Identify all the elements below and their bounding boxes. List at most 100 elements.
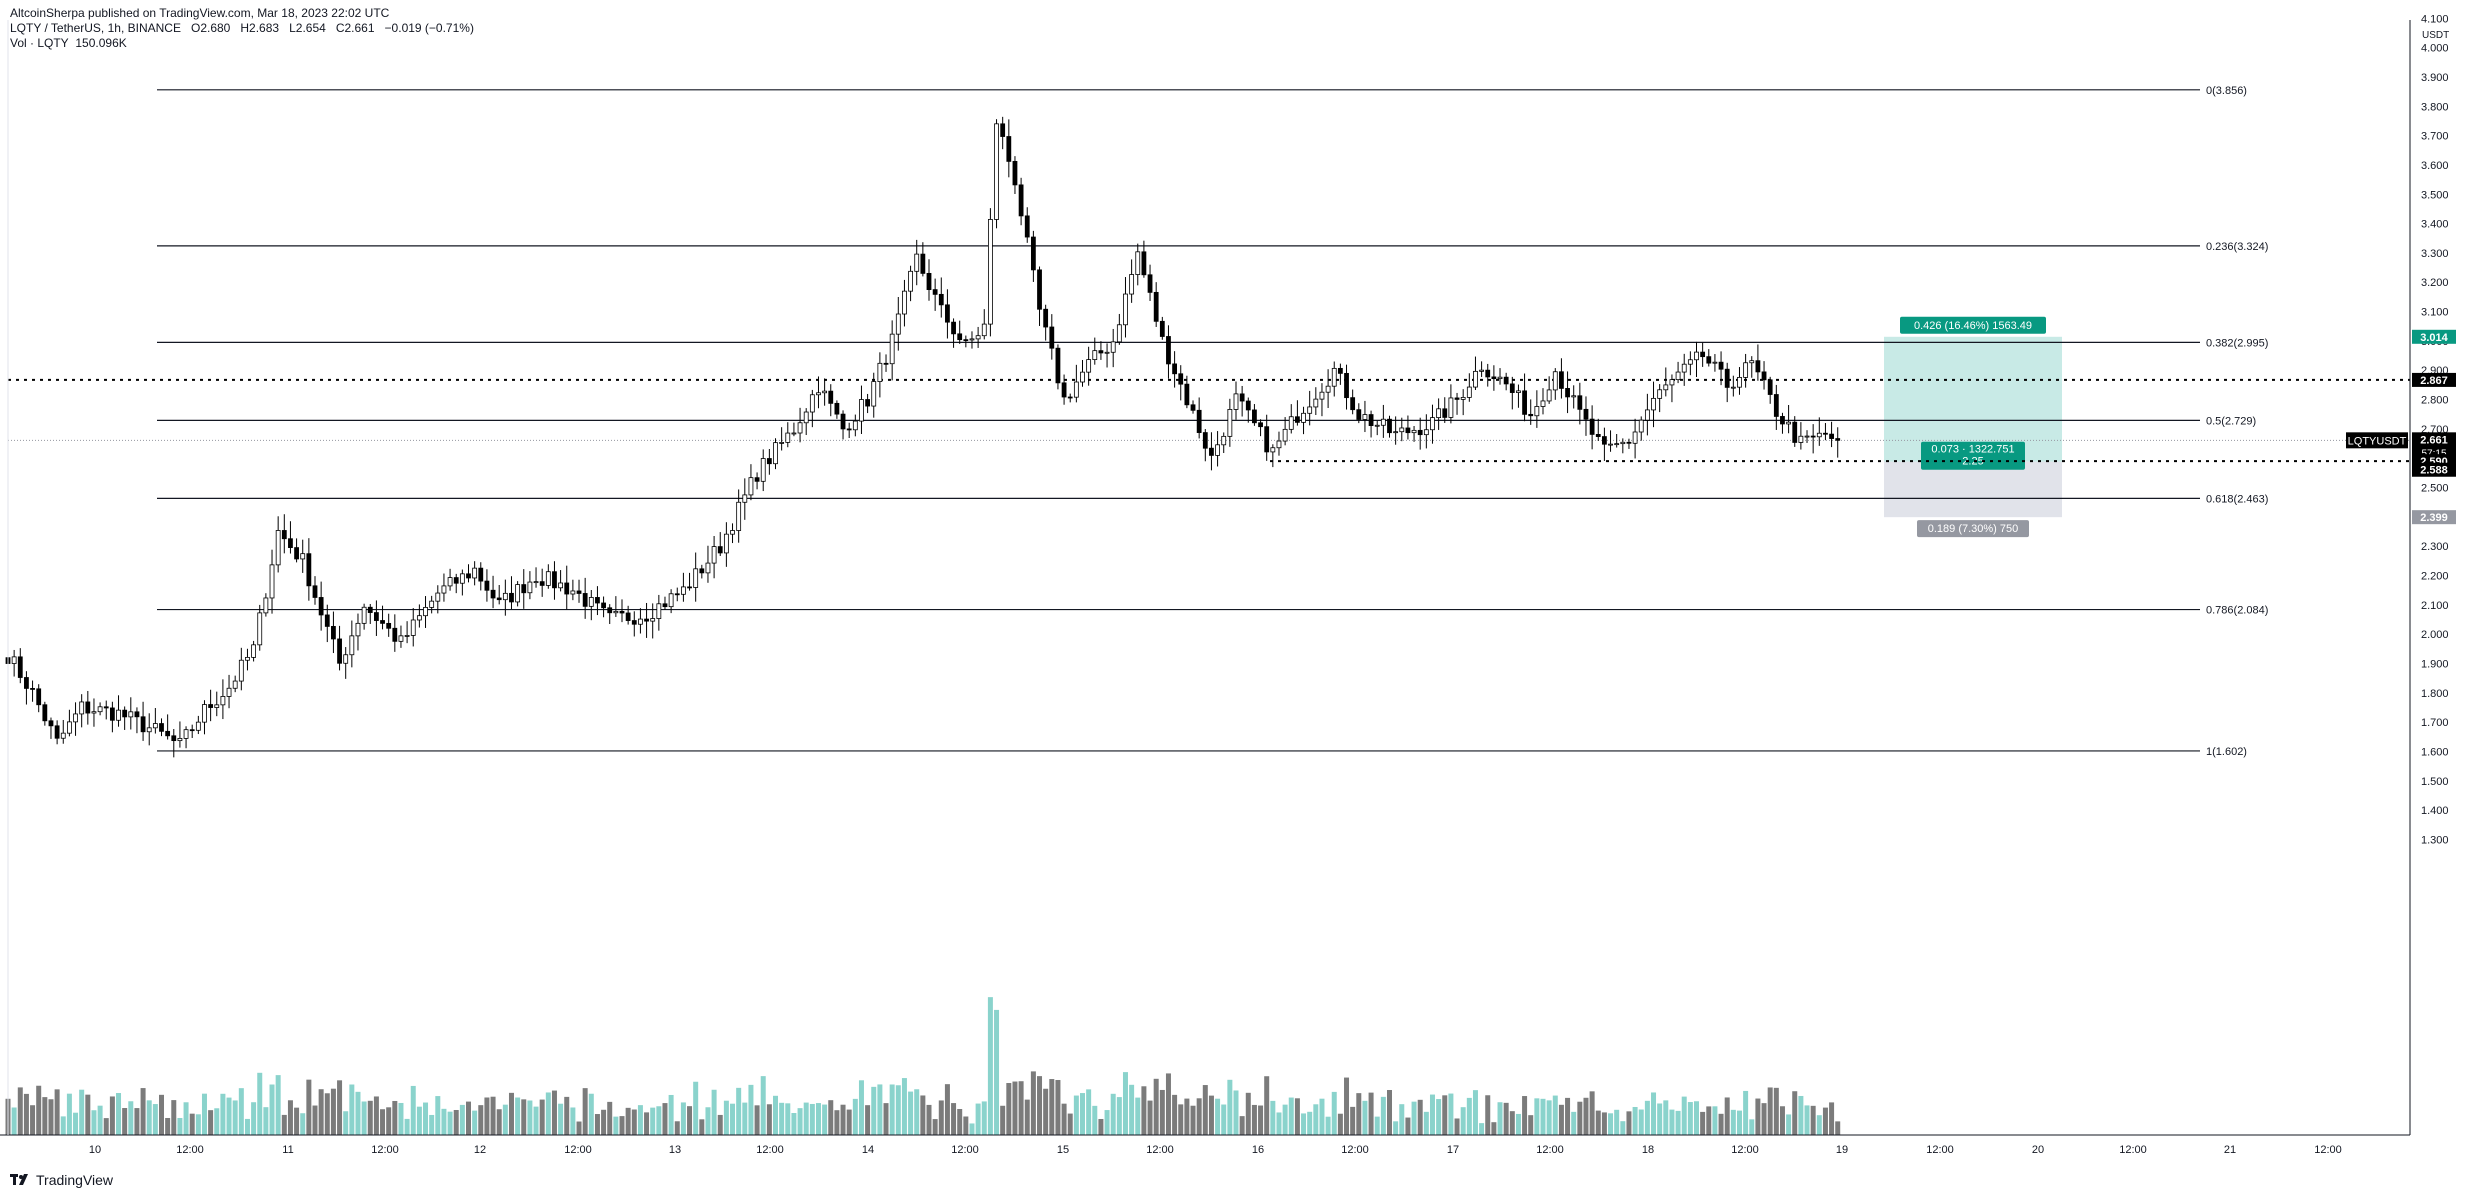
price-tick-label: 1.900 bbox=[2421, 659, 2449, 671]
candle-body bbox=[109, 707, 115, 721]
volume-bar bbox=[717, 1114, 723, 1135]
position-tool[interactable]: 0.426 (16.46%) 1563.49 0.073 · 1322.7512.… bbox=[1884, 316, 2062, 538]
volume-bar bbox=[963, 1116, 969, 1135]
time-tick-label: 12:00 bbox=[1731, 1144, 1759, 1156]
volume-bar bbox=[1122, 1072, 1128, 1135]
candle-body bbox=[957, 333, 963, 341]
candle-body bbox=[797, 422, 803, 434]
candle-body bbox=[1706, 356, 1712, 364]
volume-bar bbox=[73, 1112, 79, 1135]
price-tick-label: 2.200 bbox=[2421, 571, 2449, 583]
candle-body bbox=[1172, 363, 1177, 375]
low-label: L bbox=[289, 21, 296, 35]
volume-bar bbox=[1184, 1098, 1190, 1135]
volume-bar bbox=[1779, 1106, 1785, 1135]
candle-body bbox=[502, 592, 508, 601]
volume-bar bbox=[773, 1095, 778, 1135]
candle-body bbox=[1301, 412, 1306, 423]
candle-body bbox=[435, 592, 441, 602]
candle-body bbox=[208, 704, 214, 708]
volume-bar bbox=[398, 1102, 404, 1135]
volume-bar bbox=[987, 997, 993, 1135]
candle-body bbox=[1761, 371, 1767, 381]
candle-body bbox=[1608, 443, 1613, 446]
volume-bar bbox=[1583, 1097, 1589, 1135]
candle-body bbox=[1166, 336, 1171, 365]
volume-bar bbox=[1399, 1104, 1405, 1135]
close-value: 2.661 bbox=[344, 21, 375, 35]
candle-body bbox=[17, 656, 23, 678]
volume-bar bbox=[1073, 1095, 1079, 1135]
volume-bar bbox=[1608, 1113, 1614, 1135]
candle-body bbox=[687, 586, 692, 589]
fib-label: 1(1.602) bbox=[2206, 746, 2247, 758]
volume-bar bbox=[1037, 1076, 1043, 1135]
candle-body bbox=[619, 610, 625, 614]
tradingview-brand[interactable]: TradingView bbox=[10, 1172, 113, 1188]
candle-body bbox=[300, 553, 306, 560]
horizontal-lines[interactable] bbox=[8, 378, 2410, 463]
volume-bar bbox=[1442, 1095, 1448, 1135]
volume-bar bbox=[226, 1097, 232, 1135]
volume-bar bbox=[1822, 1107, 1828, 1135]
volume-bar bbox=[1724, 1097, 1730, 1135]
candle-body bbox=[361, 606, 367, 624]
candle-body bbox=[140, 716, 146, 733]
volume-bar bbox=[208, 1110, 214, 1135]
candle-body bbox=[1270, 447, 1276, 453]
time-tick-label: 18 bbox=[1642, 1144, 1654, 1156]
axes: USDT 4.100 4.000 3.900 3.800 3.700 3.600 3.500 3… bbox=[0, 13, 2449, 1156]
volume-bar bbox=[79, 1089, 85, 1135]
price-tick-label: 2.000 bbox=[2421, 629, 2449, 641]
candle-body bbox=[1448, 397, 1454, 418]
volume-bar bbox=[1319, 1098, 1325, 1135]
volume-bar bbox=[1172, 1094, 1178, 1135]
candle-body bbox=[564, 582, 570, 595]
volume-bar bbox=[1350, 1106, 1356, 1135]
volume-bar bbox=[367, 1100, 373, 1135]
volume-bar bbox=[1565, 1097, 1571, 1135]
volume-bar bbox=[1129, 1084, 1135, 1135]
volume-bar bbox=[459, 1104, 465, 1135]
candle-body bbox=[183, 729, 189, 739]
volume-bar bbox=[1810, 1105, 1816, 1135]
price-axis-unit: USDT bbox=[2422, 30, 2449, 41]
candle-body bbox=[1681, 363, 1687, 373]
volume-bar bbox=[251, 1102, 257, 1135]
volume-bar bbox=[736, 1087, 742, 1135]
candle-body bbox=[1663, 384, 1669, 391]
candle-body bbox=[736, 501, 742, 531]
candle-body bbox=[1497, 376, 1503, 380]
candle-body bbox=[895, 313, 901, 335]
volume-label[interactable]: Vol · LQTY bbox=[10, 36, 69, 50]
volume-bar bbox=[1669, 1109, 1675, 1135]
candle-body bbox=[312, 585, 318, 598]
candle-body bbox=[1516, 390, 1521, 393]
candle-body bbox=[1823, 432, 1828, 435]
volume-bar bbox=[1755, 1098, 1761, 1135]
candle-body bbox=[122, 709, 128, 718]
volume-bar bbox=[349, 1084, 355, 1135]
candle-body bbox=[54, 725, 60, 739]
target-badge bbox=[1900, 316, 2046, 334]
volume-bar bbox=[1294, 1098, 1300, 1135]
price-tick-label: 1.600 bbox=[2421, 747, 2449, 759]
target-badge-label: 0.426 (16.46%) 1563.49 bbox=[1914, 320, 2032, 332]
volume-bar bbox=[1030, 1071, 1036, 1135]
volume-line: Vol · LQTY 150.096K bbox=[10, 36, 474, 51]
candle-body bbox=[834, 402, 840, 415]
volume-bar bbox=[472, 1110, 478, 1135]
candle-body bbox=[1258, 422, 1263, 428]
symbol-label[interactable]: LQTY / TetherUS, 1h, BINANCE bbox=[10, 21, 181, 35]
volume-bar bbox=[306, 1079, 312, 1135]
volume-bar bbox=[680, 1102, 686, 1135]
volume-bar bbox=[1325, 1116, 1331, 1135]
candle-body bbox=[1055, 347, 1061, 384]
candle-body bbox=[1080, 371, 1085, 383]
fib-retracement[interactable]: 0(3.856) 0.236(3.324) 0.382(2.995) 0.5(2.72… bbox=[157, 85, 2268, 758]
candle-body bbox=[367, 606, 373, 613]
volume-bar bbox=[1503, 1102, 1509, 1135]
candle-body bbox=[1061, 382, 1067, 398]
candle-body bbox=[1184, 383, 1190, 406]
